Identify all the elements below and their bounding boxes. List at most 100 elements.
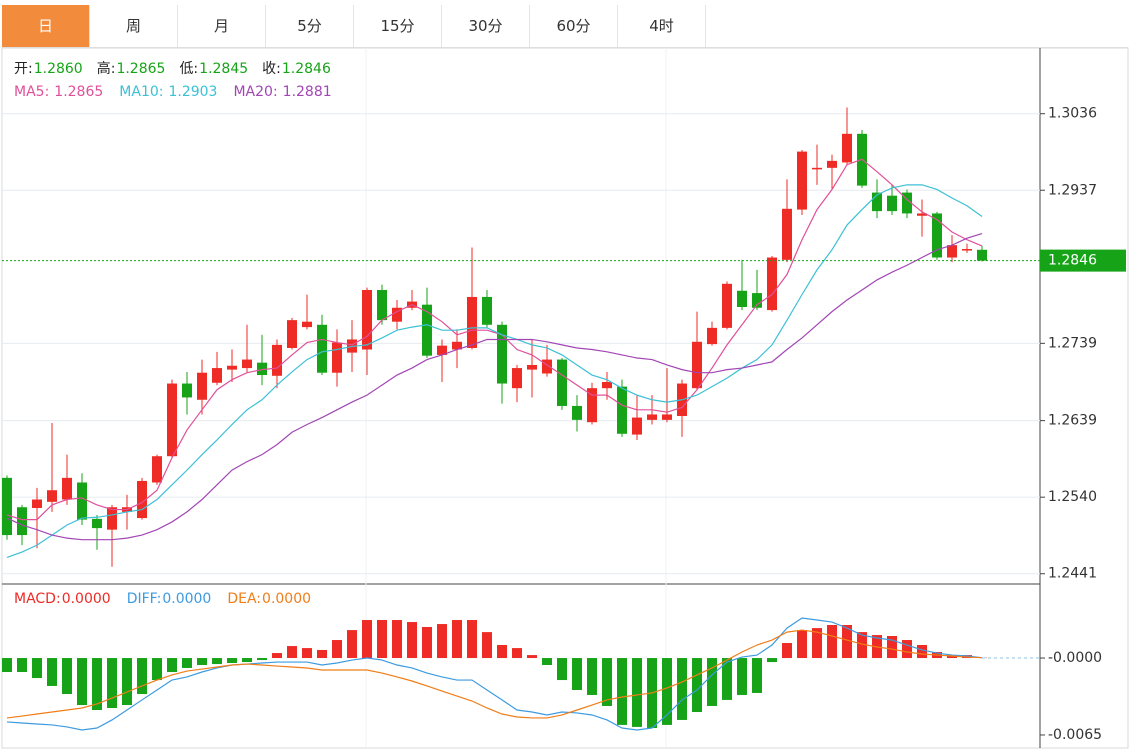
y-tick-label: -0.0000 [1048, 650, 1102, 666]
candle-body [902, 192, 912, 214]
macd-bar [242, 658, 252, 663]
candle-body [227, 365, 237, 370]
tab[interactable]: 月 [178, 5, 266, 47]
candle-body [287, 320, 297, 348]
y-tick-label: 1.3036 [1048, 106, 1097, 122]
candle-body [692, 341, 702, 389]
candle-body [167, 383, 177, 457]
readout-value: 0.0000 [162, 591, 211, 607]
candle-body [377, 289, 387, 321]
candle-body [542, 359, 552, 374]
candle-body [452, 341, 462, 350]
candle-body [437, 345, 447, 355]
candle-body [92, 518, 102, 529]
macd-bar [182, 658, 192, 668]
macd-bar [302, 648, 312, 659]
candle-body [722, 283, 732, 328]
macd-bar [512, 648, 522, 659]
candle-body [77, 482, 87, 520]
candle-body [2, 477, 12, 536]
macd-bar [122, 658, 132, 706]
macd-bar [752, 658, 762, 693]
legend-name: MA20: [233, 84, 277, 100]
ma-line [6, 232, 983, 541]
legend-value: 1.2903 [168, 84, 217, 100]
macd-bar [527, 655, 537, 659]
tab[interactable]: 60分 [530, 5, 618, 47]
readout-name: DEA: [227, 591, 261, 607]
candle-body [977, 249, 987, 261]
candle-body [392, 307, 402, 322]
macd-bar [692, 658, 702, 713]
chart-frame [1, 47, 1129, 749]
last-price-label: 1.2846 [1048, 253, 1097, 269]
y-tick-label: 1.2639 [1048, 413, 1097, 429]
macd-bar [887, 636, 897, 659]
macd-bar [392, 620, 402, 659]
tab[interactable]: 5分 [266, 5, 354, 47]
candle-body [707, 327, 717, 345]
y-tick-label: 1.2441 [1048, 566, 1097, 582]
macd-bar [827, 625, 837, 659]
macd-bar [287, 646, 297, 659]
macd-bar [362, 620, 372, 659]
macd-bar [482, 632, 492, 659]
candle-body [467, 296, 477, 348]
candle-body [572, 405, 582, 420]
candle-body [557, 359, 567, 406]
macd-bar [632, 658, 642, 727]
macd-bar [812, 628, 822, 659]
readout-value: 0.0000 [262, 591, 311, 607]
candle-body [752, 293, 762, 308]
candle-body [242, 359, 252, 369]
macd-bar [2, 658, 12, 672]
candle-body [887, 195, 897, 212]
candle-body [587, 388, 597, 423]
candle-body [17, 507, 27, 536]
macd-bar [737, 658, 747, 695]
macd-bar [257, 658, 267, 661]
candle-body [737, 290, 747, 307]
candle-body [632, 417, 642, 435]
candle-body [767, 257, 777, 311]
candle-body [827, 160, 837, 168]
tab[interactable]: 30分 [442, 5, 530, 47]
macd-line [6, 617, 983, 731]
y-tick-label: 1.2540 [1048, 489, 1097, 505]
macd-bar [557, 658, 567, 681]
macd-bar [317, 649, 327, 659]
y-tick-label: 1.2739 [1048, 335, 1097, 351]
legend-value: 1.2881 [283, 84, 332, 100]
tab[interactable]: 4时 [618, 5, 706, 47]
macd-bar [77, 658, 87, 706]
tab[interactable]: 日 [2, 5, 90, 47]
macd-bar [377, 620, 387, 659]
candle-body [317, 324, 327, 373]
macd-bar [767, 658, 777, 663]
macd-bar [662, 658, 672, 725]
candle-body [782, 208, 792, 260]
tab[interactable]: 周 [90, 5, 178, 47]
macd-bar [617, 658, 627, 725]
macd-bar [107, 658, 117, 708]
readout-name: 高: [97, 60, 116, 77]
legend-value: 1.2865 [54, 84, 103, 100]
macd-bar [47, 658, 57, 686]
readout-name: 收: [262, 61, 281, 77]
y-tick-label: 1.2937 [1048, 182, 1097, 198]
macd-bar [677, 658, 687, 720]
macd-bar [347, 630, 357, 659]
tab[interactable]: 15分 [354, 5, 442, 47]
candle-body [182, 383, 192, 398]
candle-body [272, 344, 282, 376]
macd-bar [227, 658, 237, 664]
candle-body [197, 372, 207, 400]
macd-bar [857, 632, 867, 659]
macd-bar [137, 658, 147, 695]
macd-bar [917, 645, 927, 659]
ma-line [6, 158, 983, 521]
last-price-box [1040, 249, 1126, 272]
macd-bar [437, 624, 447, 659]
